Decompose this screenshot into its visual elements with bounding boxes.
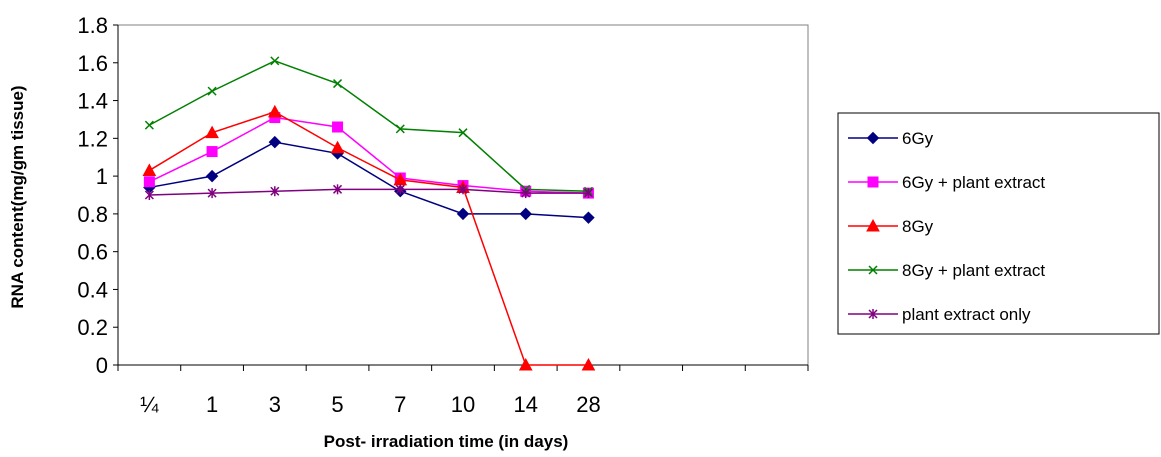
x-marker-stroke bbox=[458, 128, 468, 138]
triangle-marker bbox=[518, 357, 533, 371]
legend-label: plant extract only bbox=[902, 305, 1031, 324]
triangle-marker bbox=[330, 140, 345, 154]
x-marker-stroke bbox=[144, 120, 154, 130]
y-tick-label: 1.8 bbox=[77, 13, 108, 38]
legend-label: 8Gy + plant extract bbox=[902, 261, 1045, 280]
legend-label: 6Gy bbox=[902, 129, 934, 148]
x-tick-label: 10 bbox=[451, 392, 475, 417]
x-marker bbox=[270, 56, 280, 66]
x-tick-label: ¼ bbox=[140, 392, 159, 417]
x-marker-stroke bbox=[333, 79, 343, 89]
legend-entry: plant extract only bbox=[848, 305, 1031, 324]
y-axis-title: RNA content(mg/gm tissue) bbox=[8, 85, 27, 308]
x-marker bbox=[333, 79, 343, 89]
y-tick-label: 0.4 bbox=[77, 277, 108, 302]
x-tick-label: 5 bbox=[331, 392, 343, 417]
star-marker bbox=[521, 188, 531, 199]
star-marker bbox=[333, 184, 343, 195]
y-tick-label: 0.2 bbox=[77, 315, 108, 340]
x-marker bbox=[395, 124, 405, 134]
x-tick-label: 28 bbox=[576, 392, 600, 417]
legend-entry: 6Gy + plant extract bbox=[848, 173, 1045, 192]
x-tick-label: 7 bbox=[394, 392, 406, 417]
y-tick-label: 1.6 bbox=[77, 51, 108, 76]
x-marker-stroke bbox=[207, 86, 217, 96]
diamond-marker bbox=[582, 211, 595, 224]
legend-label: 8Gy bbox=[902, 217, 934, 236]
series-line bbox=[149, 60, 589, 192]
y-tick-label: 0.6 bbox=[77, 240, 108, 265]
x-marker-stroke bbox=[868, 265, 878, 275]
legend-box bbox=[837, 112, 1160, 335]
star-marker bbox=[583, 188, 593, 199]
y-tick-label: 1.2 bbox=[77, 126, 108, 151]
y-tick-label: 0 bbox=[96, 353, 108, 378]
x-tick-label: 1 bbox=[206, 392, 218, 417]
square-marker bbox=[143, 176, 155, 188]
y-tick-label: 1.4 bbox=[77, 89, 108, 114]
x-axis-title: Post- irradiation time (in days) bbox=[324, 432, 569, 451]
triangle-marker bbox=[866, 218, 880, 232]
series-line bbox=[149, 188, 589, 196]
triangle-marker bbox=[142, 163, 157, 176]
series-plant-extract-only bbox=[144, 184, 593, 200]
star-marker bbox=[868, 309, 878, 319]
triangle-marker bbox=[205, 125, 219, 139]
x-marker bbox=[458, 128, 468, 138]
series-layer bbox=[142, 56, 596, 371]
series-line bbox=[149, 141, 589, 219]
star-marker bbox=[207, 188, 217, 199]
legend-entry: 8Gy + plant extract bbox=[848, 261, 1045, 280]
square-marker bbox=[332, 121, 344, 133]
series-8gy bbox=[142, 104, 596, 371]
x-marker bbox=[868, 265, 878, 275]
triangle-marker bbox=[267, 104, 282, 118]
axes: 0 0.2 0.4 0.6 0.8 1 1.2 1.4 1.6 1.8 ¼ 1 3 5 7 10 14 28 bbox=[77, 13, 809, 417]
y-tick-label: 0.8 bbox=[77, 202, 108, 227]
legend-entry: 6Gy bbox=[848, 129, 934, 148]
square-marker bbox=[867, 176, 879, 188]
plot-frame bbox=[117, 24, 809, 366]
triangle-marker bbox=[581, 357, 596, 371]
y-tick-label: 1 bbox=[96, 164, 108, 189]
plot-area bbox=[117, 24, 809, 366]
star-marker bbox=[144, 190, 154, 200]
diamond-marker bbox=[205, 169, 219, 183]
square-marker bbox=[206, 146, 218, 158]
diamond-marker bbox=[866, 131, 880, 145]
legend-entry: 8Gy bbox=[848, 217, 934, 236]
x-marker-stroke bbox=[395, 124, 405, 134]
diamond-marker bbox=[268, 135, 282, 149]
legend-label: 6Gy + plant extract bbox=[902, 173, 1045, 192]
diamond-marker bbox=[519, 207, 532, 221]
legend-items: 6Gy 6Gy + plant extract 8Gy 8Gy + plant ext… bbox=[848, 129, 1045, 324]
x-tick-label: 14 bbox=[513, 392, 537, 417]
x-marker bbox=[207, 86, 217, 96]
legend: 6Gy 6Gy + plant extract 8Gy 8Gy + plant ext… bbox=[837, 112, 1160, 335]
x-marker-stroke bbox=[270, 56, 280, 66]
star-marker bbox=[395, 184, 405, 195]
series-line bbox=[148, 111, 589, 366]
x-tick-label: 3 bbox=[269, 392, 281, 417]
diamond-marker bbox=[456, 207, 470, 221]
star-marker bbox=[270, 186, 280, 197]
x-marker bbox=[144, 120, 154, 130]
star-marker bbox=[458, 184, 468, 195]
series-line bbox=[149, 116, 589, 194]
